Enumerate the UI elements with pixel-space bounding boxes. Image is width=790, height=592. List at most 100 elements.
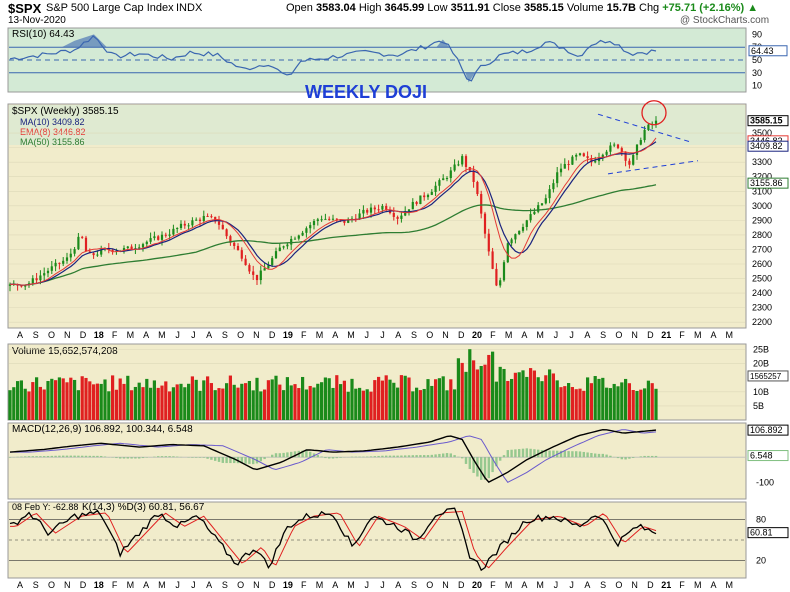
macd-histogram-bar — [39, 456, 42, 458]
x-axis-tick-label: A — [584, 330, 590, 340]
macd-histogram-bar — [495, 457, 498, 467]
candle-body — [297, 235, 300, 239]
volume-bar — [589, 383, 593, 420]
x-axis-tick-label: A — [521, 330, 527, 340]
macd-histogram-bar — [35, 456, 38, 458]
volume-bar — [168, 391, 172, 420]
x-axis-tick-label: M — [694, 330, 702, 340]
volume-bar — [221, 388, 225, 420]
macd-histogram-bar — [119, 457, 122, 459]
volume-bar — [616, 386, 620, 420]
volume-bar — [513, 372, 517, 420]
watermark: @ StockCharts.com — [680, 15, 770, 26]
price-tick-label: 3300 — [752, 157, 772, 167]
x-axis-tick-label: J — [554, 330, 559, 340]
x-axis-tick-label: A — [206, 580, 212, 590]
volume-bar — [187, 383, 191, 420]
x-axis-tick-label: A — [710, 580, 716, 590]
volume-bar — [456, 358, 460, 420]
macd-histogram-bar — [369, 456, 373, 458]
macd-histogram-bar — [324, 457, 327, 459]
candle-body — [240, 250, 243, 259]
candle-body — [271, 258, 274, 266]
macd-histogram-bar — [628, 457, 631, 459]
volume-bar — [251, 390, 255, 420]
volume-bar — [525, 376, 529, 420]
candle-body — [274, 251, 278, 259]
legend-ema8: EMA(8) 3446.82 — [20, 127, 86, 137]
volume-bar — [95, 383, 99, 420]
volume-bar — [198, 390, 202, 420]
volume-bar — [475, 369, 479, 420]
volume-bar — [521, 370, 525, 420]
volume-bar — [582, 390, 586, 420]
volume-bar — [350, 378, 354, 420]
macd-histogram-bar — [358, 456, 361, 458]
volume-bar — [217, 388, 221, 420]
price-tick-label: 3500 — [752, 128, 772, 138]
macd-histogram-bar — [487, 457, 490, 479]
macd-histogram-bar — [100, 455, 103, 458]
candle-body — [62, 260, 65, 264]
stochastic-tick-label: 20 — [756, 555, 766, 565]
volume-bar — [570, 387, 574, 420]
volume-bar — [612, 383, 616, 420]
volume-bar — [601, 377, 605, 420]
candle-body — [255, 274, 259, 281]
volume-bar — [506, 380, 510, 420]
volume-bar — [130, 390, 134, 420]
x-axis-tick-label: O — [426, 330, 433, 340]
macd-histogram-bar — [499, 457, 502, 461]
macd-histogram-bar — [624, 457, 627, 460]
candle-body — [540, 203, 544, 206]
macd-histogram-bar — [27, 456, 31, 458]
macd-histogram-bar — [8, 457, 12, 458]
macd-histogram-bar — [84, 455, 88, 458]
macd-histogram-bar — [202, 457, 205, 458]
legend-ma10: MA(10) 3409.82 — [20, 117, 85, 127]
candle-body — [92, 253, 95, 256]
macd-histogram-bar — [643, 455, 646, 458]
price-legend: MA(10) 3409.82 EMA(8) 3446.82 MA(50) 315… — [20, 117, 86, 147]
x-axis-tick-label: 19 — [283, 330, 293, 340]
x-axis-tick-label: D — [458, 580, 465, 590]
candle-body — [616, 144, 620, 149]
candle-body — [628, 160, 631, 165]
x-axis-tick-label: N — [631, 330, 638, 340]
candle-body — [153, 236, 156, 239]
price-tick-label: 3100 — [752, 186, 772, 196]
price-tick-label: 2800 — [752, 230, 772, 240]
candle-body — [537, 205, 540, 212]
open-value: 3583.04 — [315, 2, 356, 14]
volume-bar — [164, 381, 168, 420]
candle-body — [423, 195, 426, 198]
ma10-line — [9, 141, 657, 286]
volume-bar — [19, 380, 23, 420]
macd-histogram-bar — [65, 455, 69, 458]
annotation-weekly-doji: WEEKLY DOJI — [305, 82, 427, 102]
macd-histogram-bar — [385, 455, 388, 458]
volume-bar — [312, 387, 316, 420]
x-axis-tick-label: O — [426, 580, 433, 590]
candle-body — [343, 219, 346, 223]
candle-body — [347, 219, 350, 223]
macd-histogram-bar — [81, 455, 84, 458]
rsi-tick-label: 90 — [752, 29, 762, 39]
x-axis-tick-label: N — [253, 580, 260, 590]
macd-histogram-bar — [597, 453, 601, 458]
macd-histogram-bar — [335, 457, 338, 459]
macd-histogram-bar — [396, 455, 399, 458]
macd-histogram-bar — [259, 457, 262, 462]
volume-bar — [415, 387, 419, 420]
ticker-name: S&P 500 Large Cap Index — [46, 2, 174, 14]
volume-bar — [472, 360, 476, 420]
macd-histogram-bar — [286, 452, 289, 458]
rsi-overbought-fill — [436, 39, 450, 48]
macd-histogram-bar — [214, 457, 217, 461]
volume-bar — [650, 383, 654, 420]
volume-bar — [430, 385, 434, 420]
rsi-overbought-fill — [61, 34, 107, 48]
x-axis-tick-label: S — [600, 330, 606, 340]
volume-bar — [160, 385, 164, 420]
x-axis-tick-label: M — [725, 330, 733, 340]
